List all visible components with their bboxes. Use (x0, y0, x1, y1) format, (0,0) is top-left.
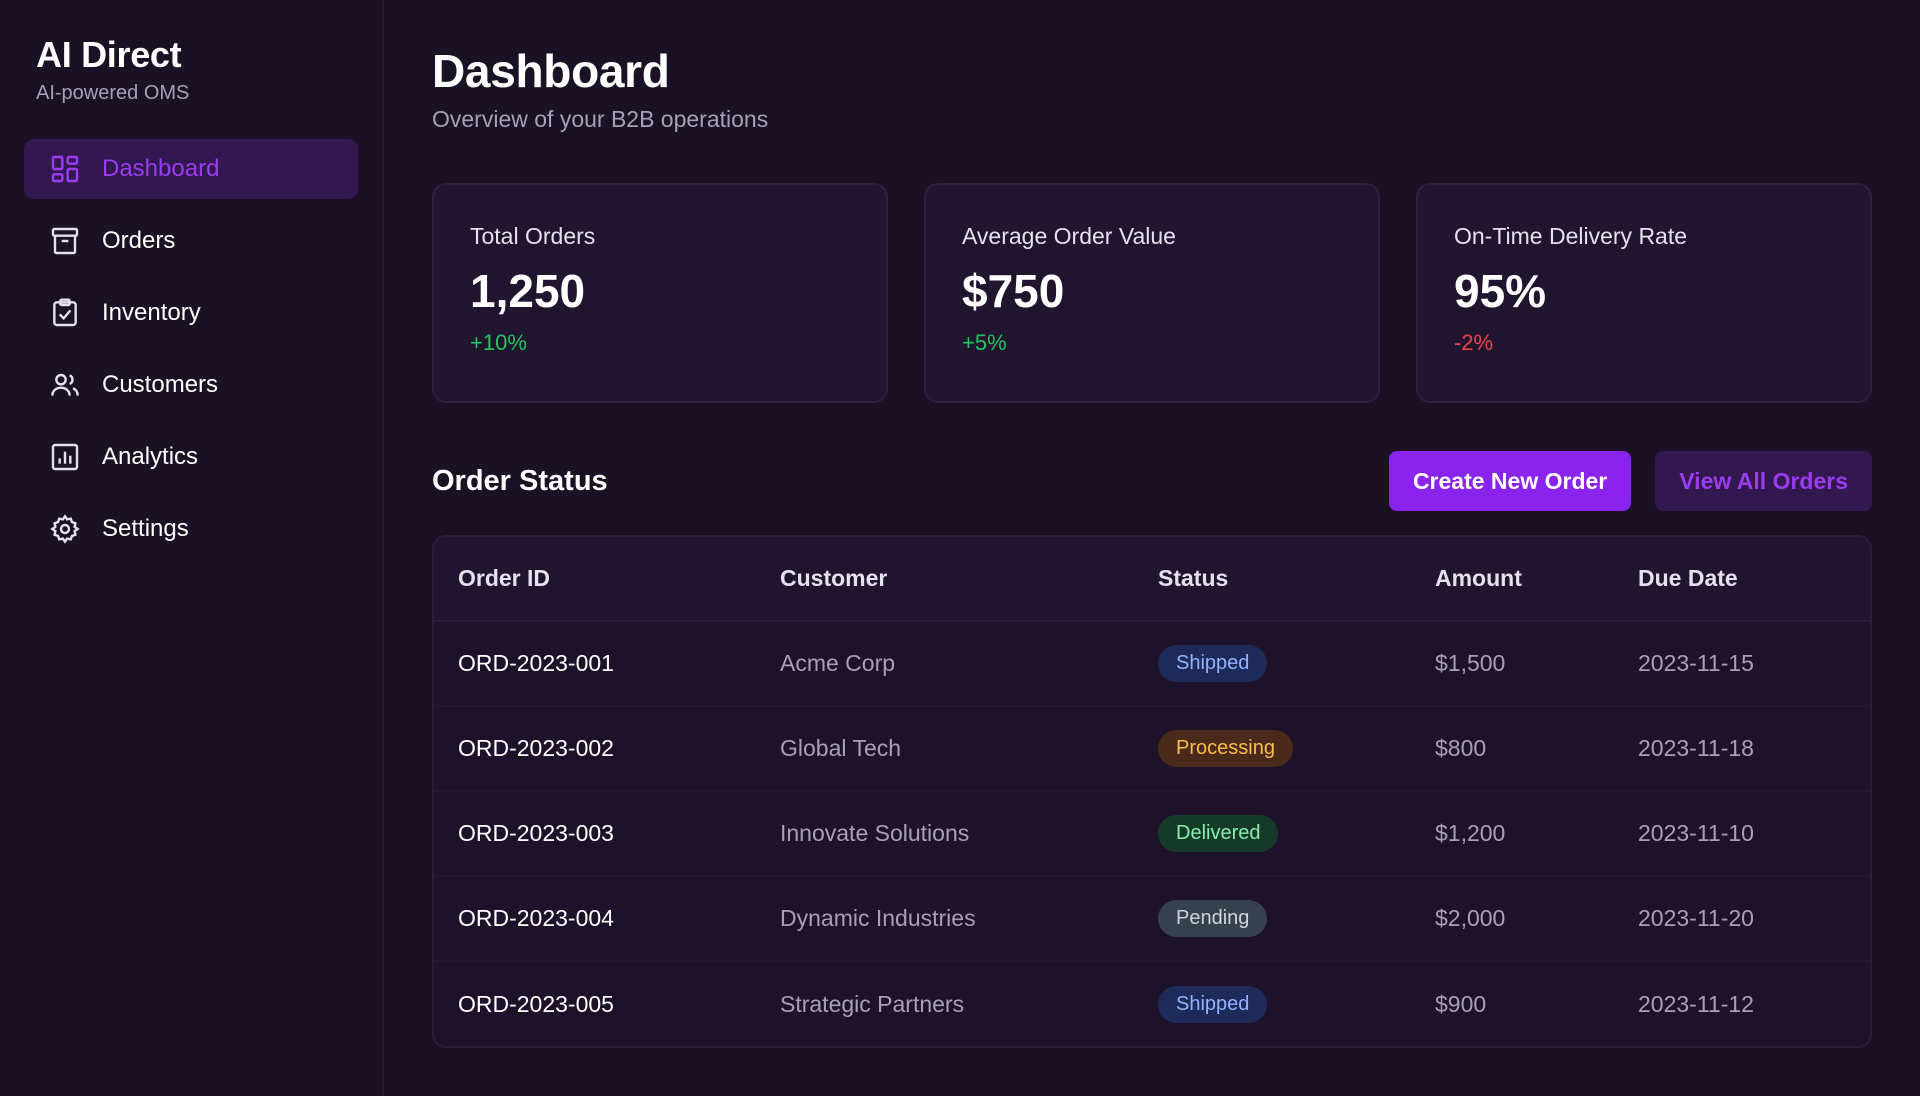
amount-cell: $900 (1435, 990, 1487, 1017)
status-cell: Delivered (1134, 791, 1411, 877)
table-row[interactable]: ORD-2023-003 Innovate Solutions Delivere… (434, 791, 1870, 877)
gear-icon (48, 512, 82, 546)
stat-value: 1,250 (470, 265, 586, 317)
stat-card-total-orders: Total Orders 1,250 +10% (432, 183, 888, 403)
stat-label: Average Order Value (962, 223, 1176, 249)
section-title: Order Status (432, 464, 608, 497)
sidebar-item-analytics[interactable]: Analytics (24, 427, 358, 487)
orders-table: Order ID Customer Status Amount Due Date… (434, 537, 1870, 1046)
stat-delta: +5% (962, 330, 1007, 355)
status-badge: Shipped (1158, 645, 1268, 682)
stat-value: 95% (1454, 265, 1547, 317)
sidebar-item-label: Dashboard (102, 155, 220, 182)
table-row[interactable]: ORD-2023-005 Strategic Partners Shipped … (434, 961, 1870, 1046)
order-id-cell: ORD-2023-003 (434, 791, 756, 877)
column-header-due-date[interactable]: Due Date (1614, 537, 1870, 622)
table-row[interactable]: ORD-2023-002 Global Tech Processing $800… (434, 706, 1870, 792)
due-date-cell: 2023-11-20 (1614, 876, 1870, 962)
table-header-row: Order ID Customer Status Amount Due Date (434, 537, 1870, 622)
sidebar-item-orders[interactable]: Orders (24, 211, 358, 271)
customer-cell: Strategic Partners (780, 990, 965, 1017)
due-date-cell: 2023-11-15 (1614, 621, 1870, 707)
customer-cell: Acme Corp (756, 621, 1134, 707)
sidebar-item-label: Orders (102, 227, 176, 254)
order-status-header: Order Status Create New Order View All O… (432, 451, 1872, 511)
brand-subtitle: AI-powered OMS (36, 82, 190, 104)
sidebar-item-dashboard[interactable]: Dashboard (24, 139, 358, 199)
stat-delta: -2% (1454, 330, 1494, 355)
stat-label: Total Orders (470, 223, 596, 249)
status-badge: Delivered (1158, 815, 1279, 852)
bar-chart-icon (48, 440, 82, 474)
sidebar: AI Direct AI-powered OMS Dashboard (0, 0, 384, 1096)
status-badge: Pending (1158, 900, 1268, 937)
stat-value: $750 (962, 265, 1065, 317)
order-id-cell: ORD-2023-002 (434, 706, 756, 792)
sidebar-item-label: Analytics (102, 443, 199, 470)
page-title: Dashboard (432, 45, 670, 97)
due-date-cell: 2023-11-10 (1614, 791, 1870, 877)
order-id-cell: ORD-2023-001 (434, 621, 756, 707)
archive-box-icon (48, 224, 82, 258)
main-content: Dashboard Overview of your B2B operation… (384, 0, 1920, 1096)
clipboard-check-icon (48, 296, 82, 330)
table-row[interactable]: ORD-2023-004 Dynamic Industries Pending … (434, 876, 1870, 962)
orders-table-container: Order ID Customer Status Amount Due Date… (432, 535, 1872, 1048)
due-date-cell: 2023-11-18 (1614, 706, 1870, 792)
order-id-cell: ORD-2023-005 (458, 990, 614, 1017)
sidebar-item-label: Customers (102, 371, 219, 398)
create-new-order-button[interactable]: Create New Order (1388, 451, 1632, 511)
page-subtitle: Overview of your B2B operations (432, 106, 769, 132)
sidebar-item-customers[interactable]: Customers (24, 355, 358, 415)
stat-delta: +10% (470, 330, 527, 355)
status-badge: Shipped (1158, 985, 1268, 1023)
customer-cell: Innovate Solutions (756, 791, 1134, 877)
brand-title: AI Direct (36, 34, 182, 75)
sidebar-item-settings[interactable]: Settings (24, 499, 358, 559)
sidebar-item-label: Settings (102, 515, 189, 542)
due-date-cell: 2023-11-12 (1638, 990, 1754, 1017)
amount-cell: $1,200 (1411, 791, 1614, 877)
column-header-order-id[interactable]: Order ID (434, 537, 756, 622)
stat-card-on-time-delivery: On-Time Delivery Rate 95% -2% (1416, 183, 1872, 403)
status-cell: Pending (1134, 876, 1411, 962)
sidebar-nav: Dashboard Orders (24, 139, 358, 559)
column-header-customer[interactable]: Customer (756, 537, 1134, 622)
table-row[interactable]: ORD-2023-001 Acme Corp Shipped $1,500 20… (434, 621, 1870, 707)
stat-card-average-order-value: Average Order Value $750 +5% (924, 183, 1380, 403)
amount-cell: $1,500 (1411, 621, 1614, 707)
dashboard-icon (48, 152, 82, 186)
column-header-amount[interactable]: Amount (1411, 537, 1614, 622)
amount-cell: $2,000 (1411, 876, 1614, 962)
status-cell: Shipped (1134, 961, 1411, 1046)
sidebar-item-label: Inventory (102, 299, 201, 326)
stat-label: On-Time Delivery Rate (1454, 223, 1688, 249)
order-id-cell: ORD-2023-004 (434, 876, 756, 962)
status-badge: Processing (1158, 730, 1293, 767)
users-icon (48, 368, 82, 402)
sidebar-item-inventory[interactable]: Inventory (24, 283, 358, 343)
status-cell: Processing (1134, 706, 1411, 792)
customer-cell: Dynamic Industries (756, 876, 1134, 962)
column-header-status[interactable]: Status (1134, 537, 1411, 622)
view-all-orders-button[interactable]: View All Orders (1655, 451, 1872, 511)
amount-cell: $800 (1411, 706, 1614, 792)
status-cell: Shipped (1134, 621, 1411, 707)
stats-row: Total Orders 1,250 +10% Average Order Va… (432, 183, 1872, 403)
customer-cell: Global Tech (756, 706, 1134, 792)
